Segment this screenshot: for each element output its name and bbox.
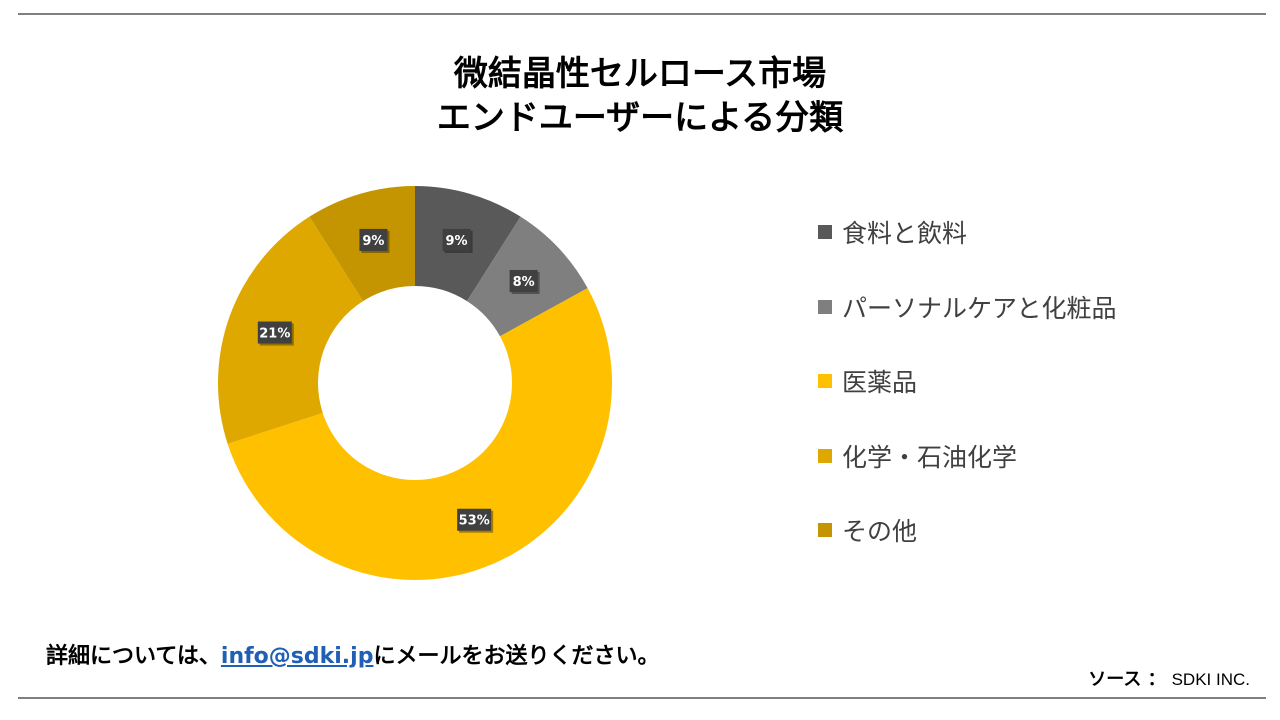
- donut-chart: 9% 8% 53% 21% 9%: [217, 186, 613, 581]
- source-value: SDKI INC.: [1171, 670, 1250, 689]
- legend-label-0: 食料と飲料: [842, 219, 968, 248]
- legend-label-1: パーソナルケアと化粧品: [842, 293, 1117, 323]
- chart-title: 微結晶性セルロース市場 エンドユーザーによる分類: [0, 52, 1280, 140]
- legend-label-2: 医薬品: [842, 368, 918, 397]
- source-label: ソース ：: [1088, 669, 1166, 690]
- top-divider: [18, 13, 1266, 15]
- legend-item-4: その他: [818, 512, 917, 548]
- legend-swatch-0: [818, 225, 832, 239]
- contact-prefix: 詳細については、: [46, 644, 221, 669]
- legend-swatch-3: [818, 448, 832, 463]
- slice-label-2: 53%: [457, 508, 494, 533]
- bottom-divider: [18, 697, 1266, 699]
- contact-suffix: にメールをお送りください。: [373, 644, 660, 669]
- slice-label-3: 21%: [257, 321, 294, 346]
- slice-label-4: 9%: [359, 228, 390, 253]
- legend-item-1: パーソナルケアと化粧品: [818, 289, 1117, 325]
- legend-item-0: 食料と飲料: [818, 214, 967, 250]
- slice-2: [227, 288, 613, 581]
- chart-title-line2: エンドユーザーによる分類: [436, 98, 844, 138]
- legend-swatch-1: [818, 299, 832, 314]
- slice-label-text-0: 9%: [446, 234, 468, 249]
- slice-label-1: 8%: [509, 270, 540, 295]
- source-credit: ソース ： SDKI INC.: [1088, 665, 1250, 691]
- legend-swatch-2: [818, 374, 832, 388]
- email-link[interactable]: info@sdki.jp: [220, 644, 374, 669]
- slice-label-text-2: 53%: [459, 514, 490, 529]
- chart-title-line1: 微結晶性セルロース市場: [453, 54, 827, 94]
- slice-label-0: 9%: [442, 228, 473, 253]
- legend-item-2: 医薬品: [818, 363, 917, 399]
- slice-label-text-1: 8%: [513, 275, 535, 290]
- legend-label-4: その他: [842, 517, 918, 546]
- slice-label-text-4: 9%: [362, 234, 384, 249]
- legend-swatch-4: [818, 523, 832, 537]
- contact-note: 詳細については、info@sdki.jpにメールをお送りください。: [46, 638, 659, 670]
- slice-label-text-3: 21%: [259, 327, 290, 342]
- legend-item-3: 化学・石油化学: [818, 438, 1017, 474]
- legend-label-3: 化学・石油化学: [842, 442, 1018, 472]
